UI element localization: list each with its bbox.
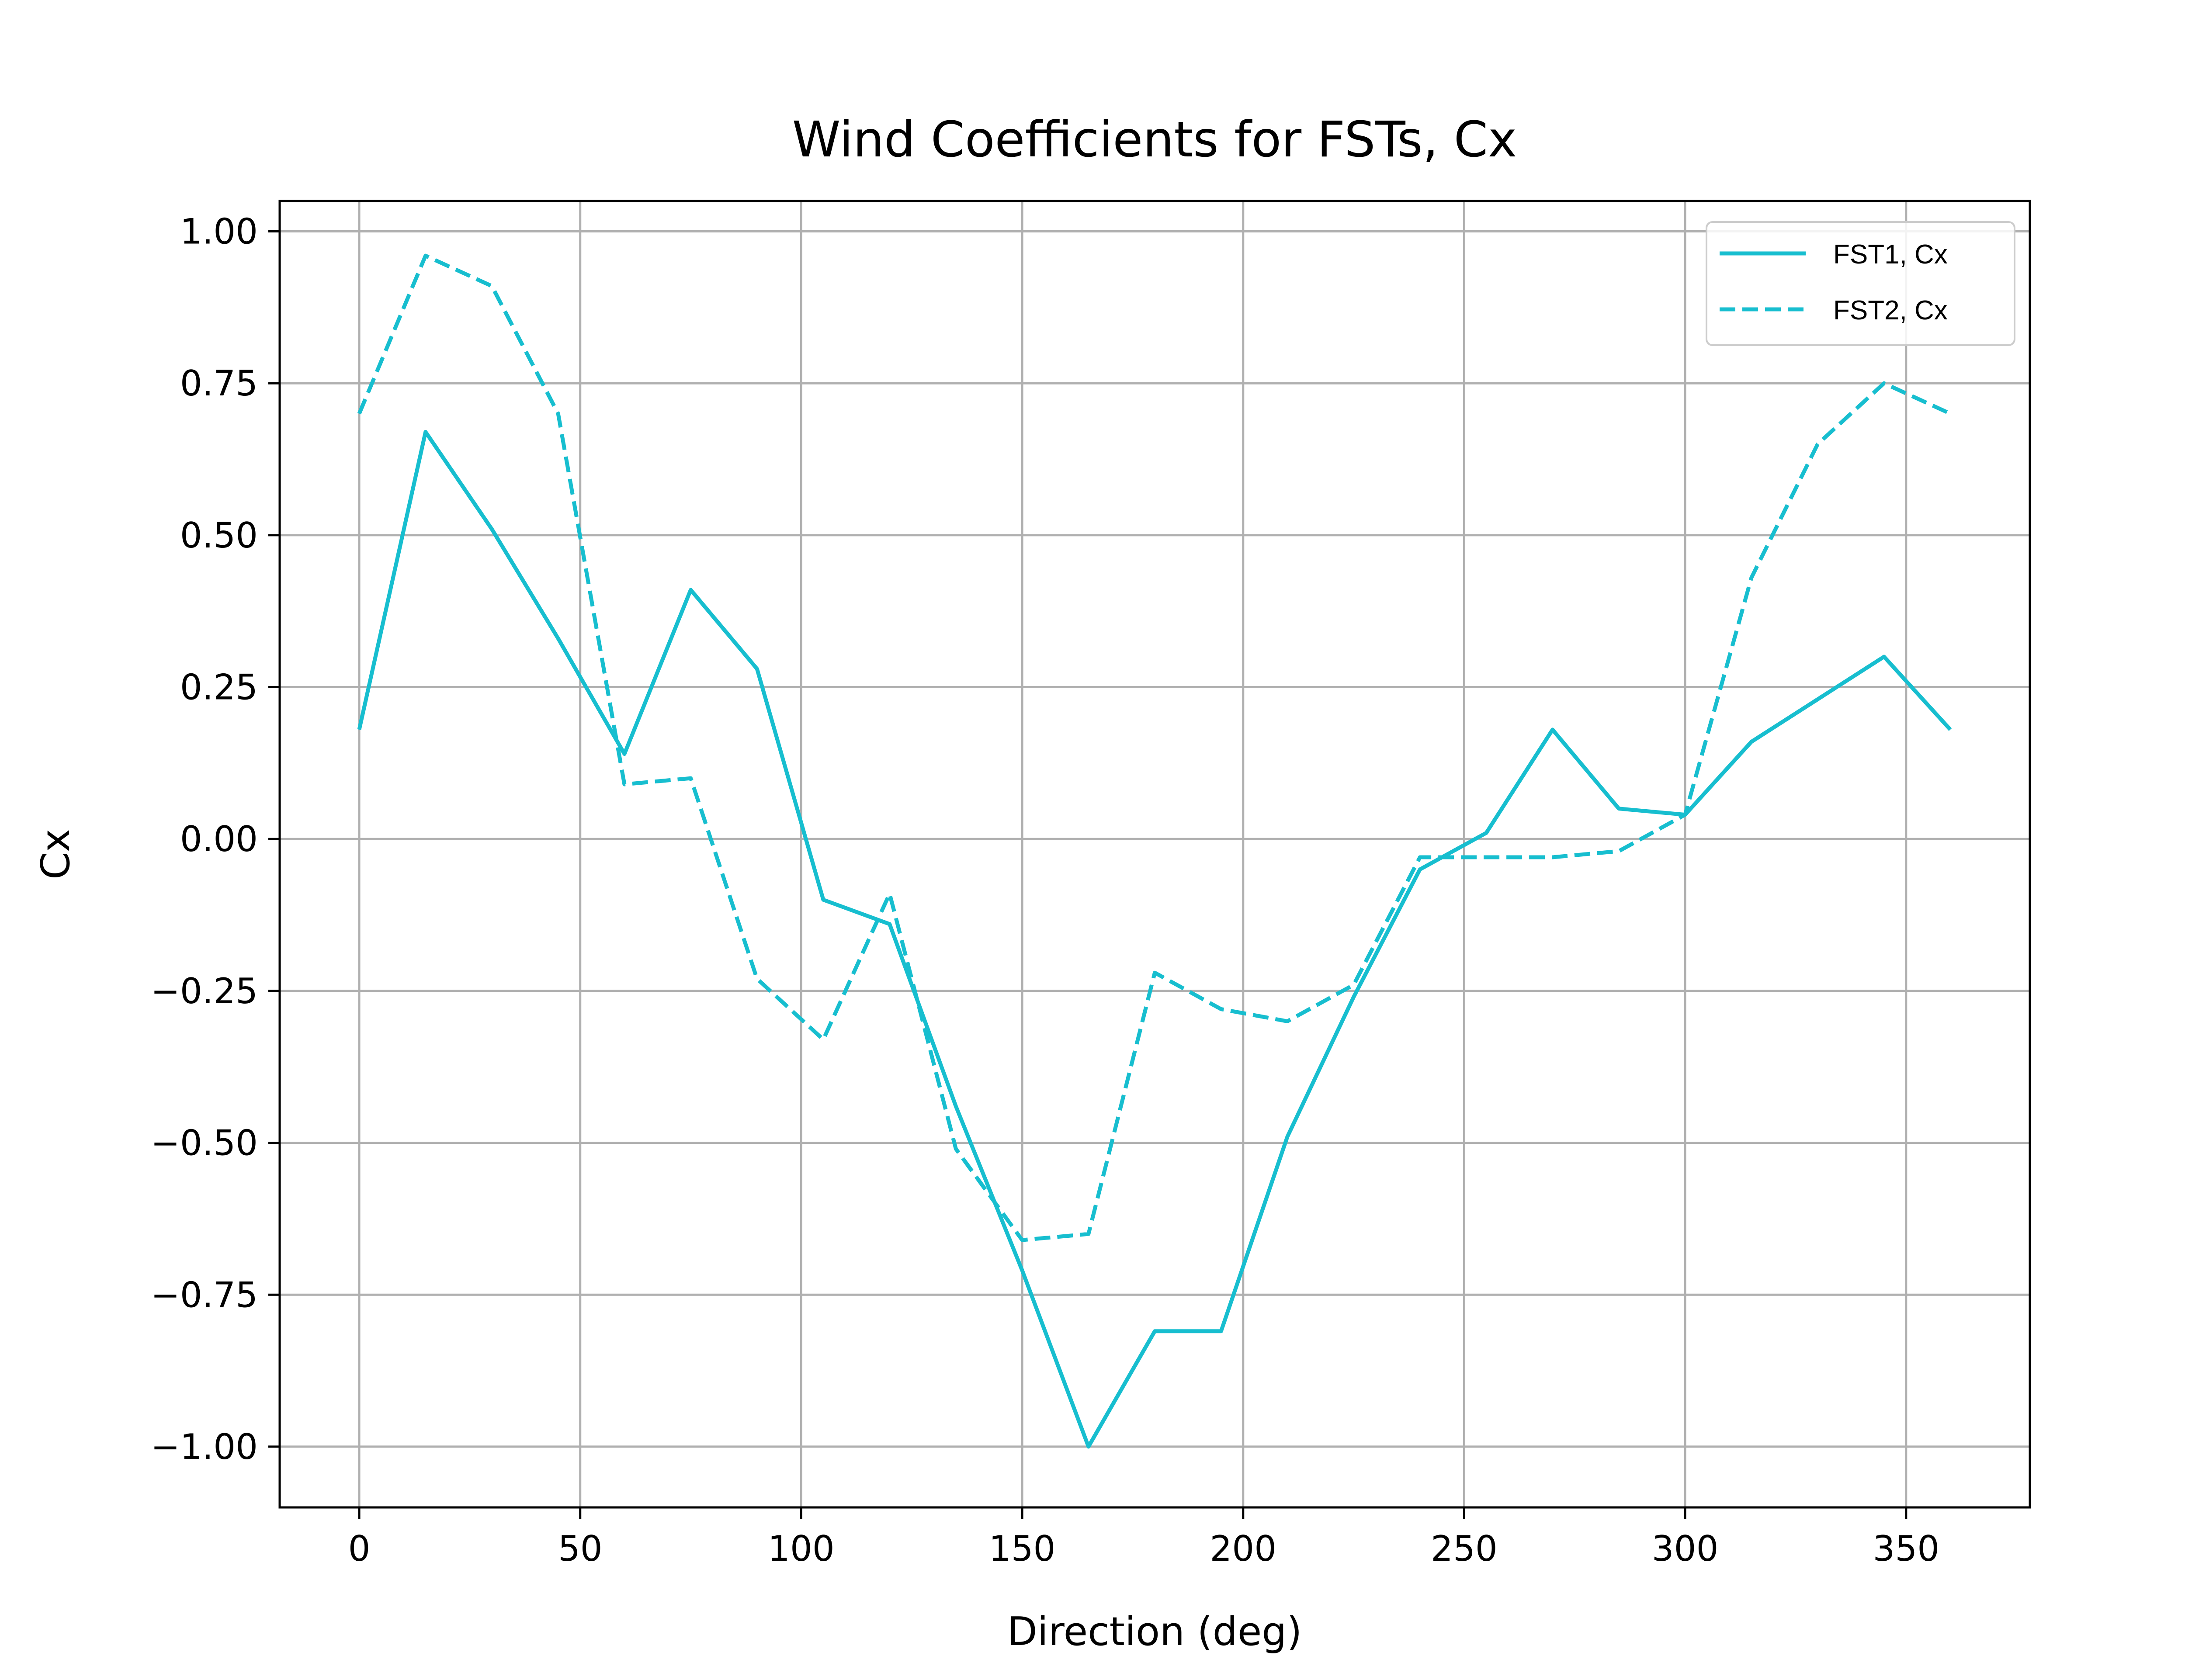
plot-frame bbox=[278, 200, 2031, 1509]
x-tick-label: 100 bbox=[768, 1528, 835, 1569]
legend: FST1, Cx FST2, Cx bbox=[1706, 221, 2015, 346]
y-tick-label: 0.75 bbox=[180, 363, 258, 404]
x-axis-label: Direction (deg) bbox=[1007, 1609, 1302, 1655]
x-tick-label: 250 bbox=[1431, 1528, 1498, 1569]
y-tick-label: 0.25 bbox=[180, 667, 258, 708]
x-tick-label: 150 bbox=[989, 1528, 1056, 1569]
legend-label-fst1: FST1, Cx bbox=[1833, 239, 1948, 270]
x-tick-label: 300 bbox=[1652, 1528, 1719, 1569]
y-axis-label: Cx bbox=[33, 829, 79, 880]
legend-label-fst2: FST2, Cx bbox=[1833, 295, 1948, 326]
y-tick-label: −0.50 bbox=[151, 1123, 258, 1164]
y-tick-label: 0.00 bbox=[180, 819, 258, 859]
grid-layer bbox=[280, 201, 2030, 1507]
series-layer bbox=[357, 253, 1952, 1449]
y-tick-label: −1.00 bbox=[151, 1427, 258, 1467]
x-tick-label: 50 bbox=[558, 1528, 603, 1569]
tick-layer: 0 50 100 150 200 250 300 350 1.00 0.75 0.50 0.25 0.0… bbox=[151, 211, 1939, 1569]
x-tick-label: 200 bbox=[1210, 1528, 1276, 1569]
y-tick-label: 0.50 bbox=[180, 515, 258, 556]
series-line-fst2 bbox=[357, 253, 1951, 1242]
chart-title: Wind Coefficients for FSTs, Cx bbox=[792, 111, 1517, 168]
y-tick-label: 1.00 bbox=[180, 211, 258, 252]
x-tick-label: 350 bbox=[1873, 1528, 1939, 1569]
x-tick-label: 0 bbox=[348, 1528, 371, 1569]
y-tick-label: −0.75 bbox=[151, 1275, 258, 1315]
y-tick-label: −0.25 bbox=[151, 971, 258, 1011]
